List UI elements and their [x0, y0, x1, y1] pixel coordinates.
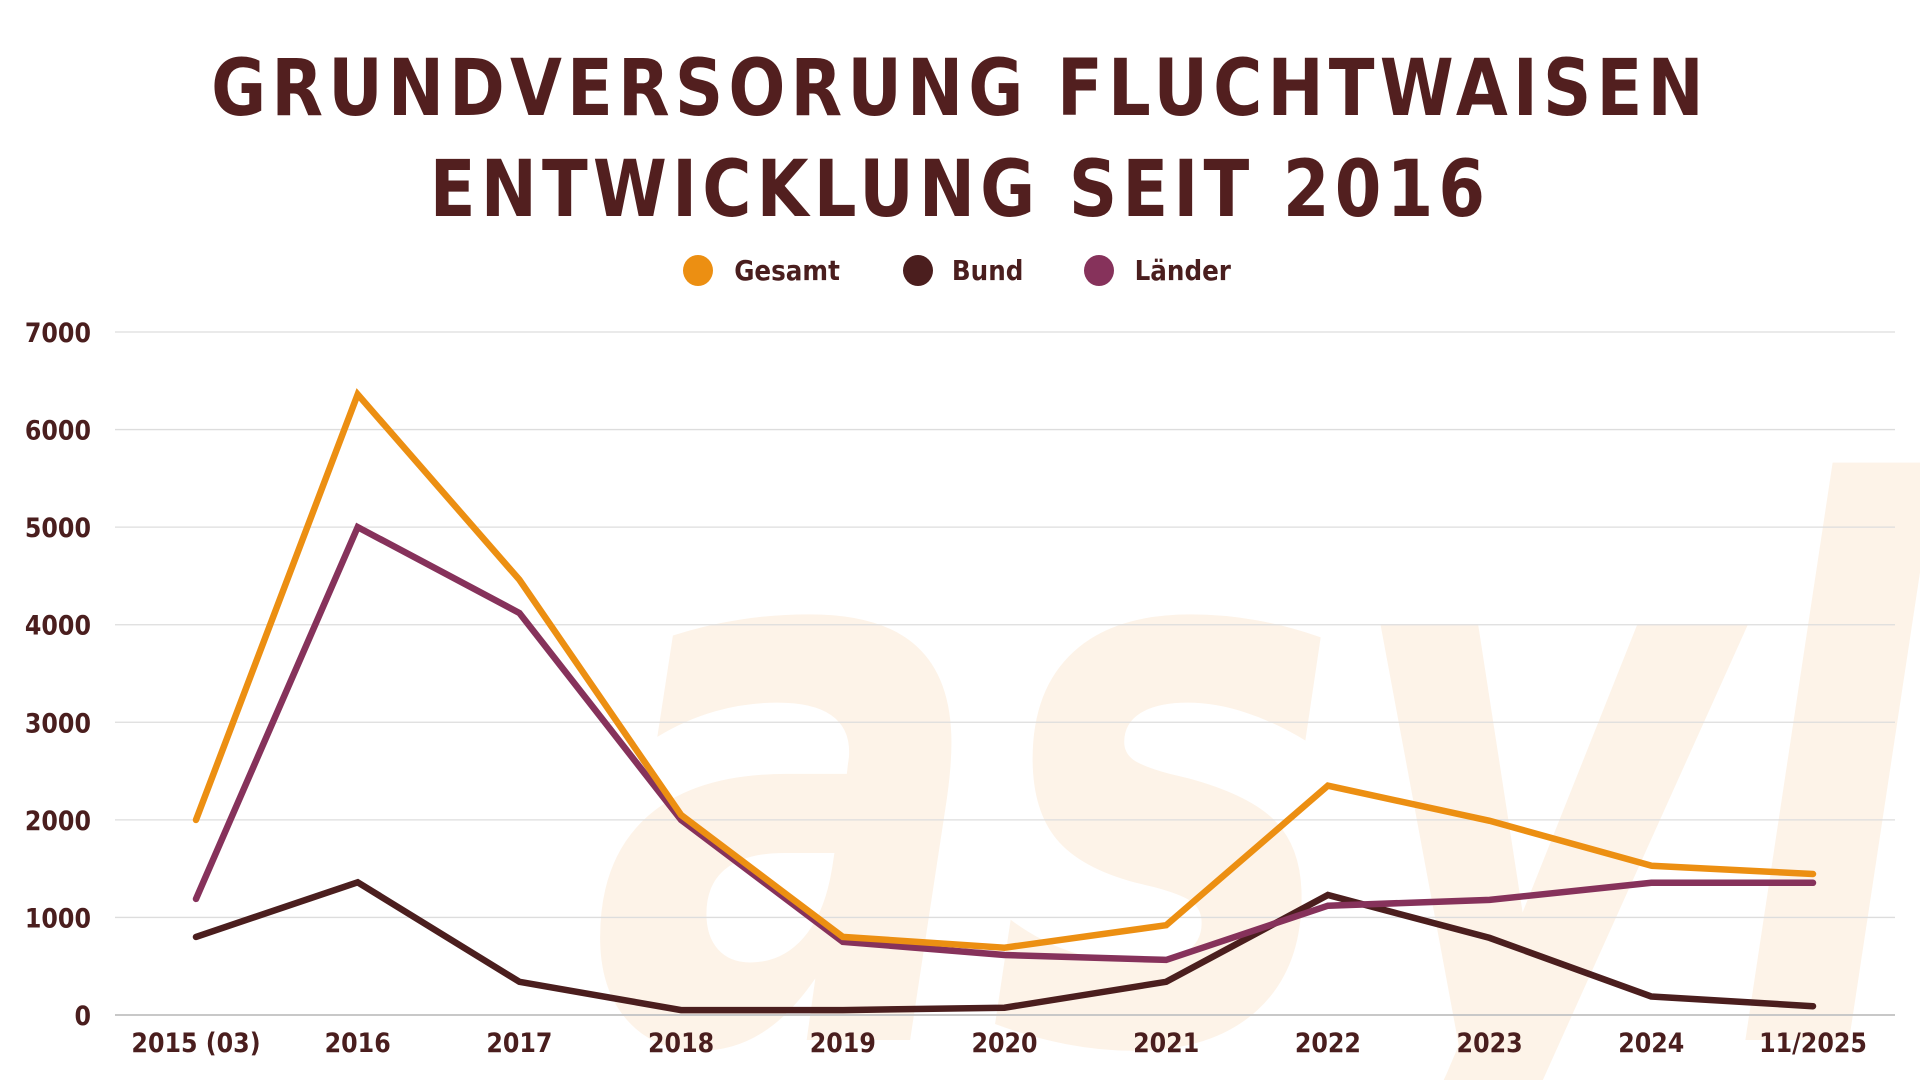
legend-dot-icon — [902, 255, 933, 286]
y-tick-label: 4000 — [25, 609, 91, 641]
legend-dot-icon — [1083, 255, 1114, 286]
y-tick-label: 2000 — [25, 804, 91, 836]
y-tick-label: 6000 — [25, 414, 91, 446]
x-tick-label: 2022 — [1295, 1027, 1361, 1059]
x-tick-label: 2016 — [325, 1027, 391, 1059]
legend-label: Bund — [951, 254, 1024, 287]
y-tick-label: 5000 — [25, 512, 91, 544]
legend-dot-icon — [682, 255, 713, 286]
x-tick-label: 2021 — [1133, 1027, 1199, 1059]
y-tick-label: 1000 — [25, 902, 91, 934]
watermark-text: asyl — [590, 336, 1920, 1080]
x-tick-label: 2020 — [971, 1027, 1037, 1059]
y-tick-label: 0 — [74, 1000, 91, 1032]
x-tick-label: 2015 (03) — [131, 1027, 260, 1059]
legend: Gesamt Bund Länder — [0, 254, 1920, 287]
legend-label: Gesamt — [733, 254, 840, 287]
series-line-bund[interactable] — [192, 878, 1817, 1014]
asyl-watermark: asyl — [590, 336, 1920, 1080]
y-tick-label: 7000 — [25, 317, 91, 349]
series-lines — [192, 388, 1817, 1014]
x-tick-label: 2024 — [1618, 1027, 1684, 1059]
x-tick-label: 2018 — [648, 1027, 714, 1059]
series-line-laender[interactable] — [192, 522, 1817, 964]
x-tick-label: 11/2025 — [1759, 1027, 1867, 1059]
x-axis-labels: 2015 (03) 2016 2017 2018 2019 2020 2021 2022 202… — [131, 1027, 1866, 1059]
legend-item-gesamt[interactable]: Gesamt — [682, 254, 847, 287]
chart-title-line-1: GRUNDVERSORUNG FLUCHTWAISEN — [211, 44, 1709, 134]
series-line-gesamt[interactable] — [192, 388, 1817, 951]
legend-item-bund[interactable]: Bund — [902, 254, 1028, 287]
chart-title-line-2: ENTWICKLUNG SEIT 2016 — [429, 145, 1491, 235]
y-axis-labels: 0 1000 2000 3000 4000 5000 6000 7000 — [25, 317, 91, 1032]
x-tick-label: 2017 — [486, 1027, 552, 1059]
x-tick-label: 2019 — [810, 1027, 876, 1059]
y-tick-label: 3000 — [25, 707, 91, 739]
legend-item-laender[interactable]: Länder — [1083, 254, 1238, 287]
legend-label: Länder — [1134, 254, 1231, 287]
x-tick-label: 2023 — [1457, 1027, 1523, 1059]
